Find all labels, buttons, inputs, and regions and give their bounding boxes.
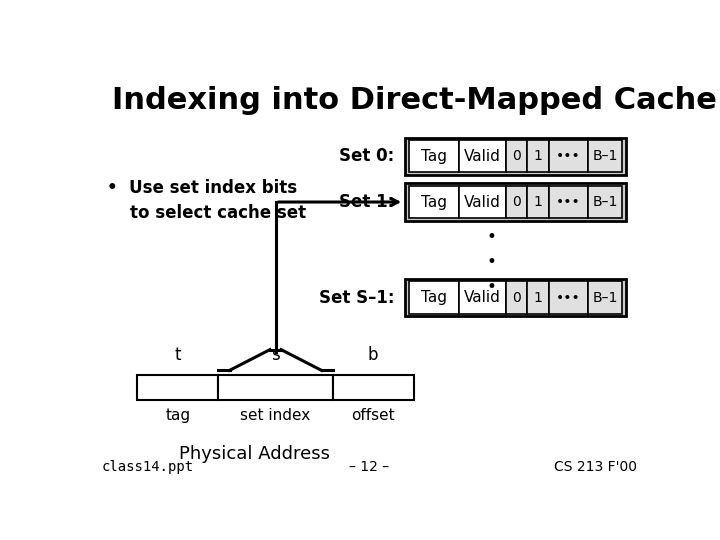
Bar [138,375,218,400]
Text: Tag: Tag [420,149,446,164]
Bar [405,183,626,221]
Text: Set 1:: Set 1: [339,193,394,211]
Text: Set S–1:: Set S–1: [319,289,394,307]
Bar [405,138,626,175]
Text: 1: 1 [534,195,542,209]
Bar [409,281,459,314]
Text: set index: set index [240,408,310,423]
Text: – 12 –: – 12 – [349,461,389,474]
Text: Indexing into Direct-Mapped Cache: Indexing into Direct-Mapped Cache [112,85,717,114]
Text: class14.ppt: class14.ppt [101,461,193,474]
Bar [333,375,413,400]
Text: 0: 0 [512,195,521,209]
Bar [506,140,527,172]
Bar [549,140,588,172]
Bar [459,186,506,218]
Bar [409,186,459,218]
Text: Tag: Tag [420,194,446,210]
Bar [588,140,622,172]
Bar [588,281,622,314]
Text: •••: ••• [556,291,581,305]
Text: tag: tag [166,408,191,423]
Text: 0: 0 [512,149,521,163]
Bar [459,281,506,314]
Bar [527,186,549,218]
Text: B–1: B–1 [593,291,618,305]
Text: s: s [271,346,280,364]
Text: Tag: Tag [420,290,446,305]
Text: •  Use set index bits: • Use set index bits [107,179,297,197]
Bar [549,186,588,218]
Text: Physical Address: Physical Address [179,446,330,463]
Bar [459,140,506,172]
Bar [405,279,626,316]
Text: offset: offset [351,408,395,423]
Text: •••: ••• [556,195,581,209]
Text: B–1: B–1 [593,149,618,163]
Text: •
•
•: • • • [487,228,497,296]
Text: 1: 1 [534,291,542,305]
Bar [527,281,549,314]
Text: B–1: B–1 [593,195,618,209]
Text: Set 0:: Set 0: [339,147,394,165]
Text: •••: ••• [556,149,581,163]
Bar [588,186,622,218]
Text: Valid: Valid [464,194,501,210]
Text: t: t [175,346,181,364]
Text: Valid: Valid [464,290,501,305]
Bar [409,140,459,172]
Bar [218,375,333,400]
Bar [506,186,527,218]
Text: Valid: Valid [464,149,501,164]
Text: b: b [368,346,379,364]
Bar [506,281,527,314]
Text: CS 213 F'00: CS 213 F'00 [554,461,637,474]
Text: 1: 1 [534,149,542,163]
Text: to select cache set: to select cache set [107,204,306,222]
Bar [549,281,588,314]
Text: 0: 0 [512,291,521,305]
Bar [527,140,549,172]
